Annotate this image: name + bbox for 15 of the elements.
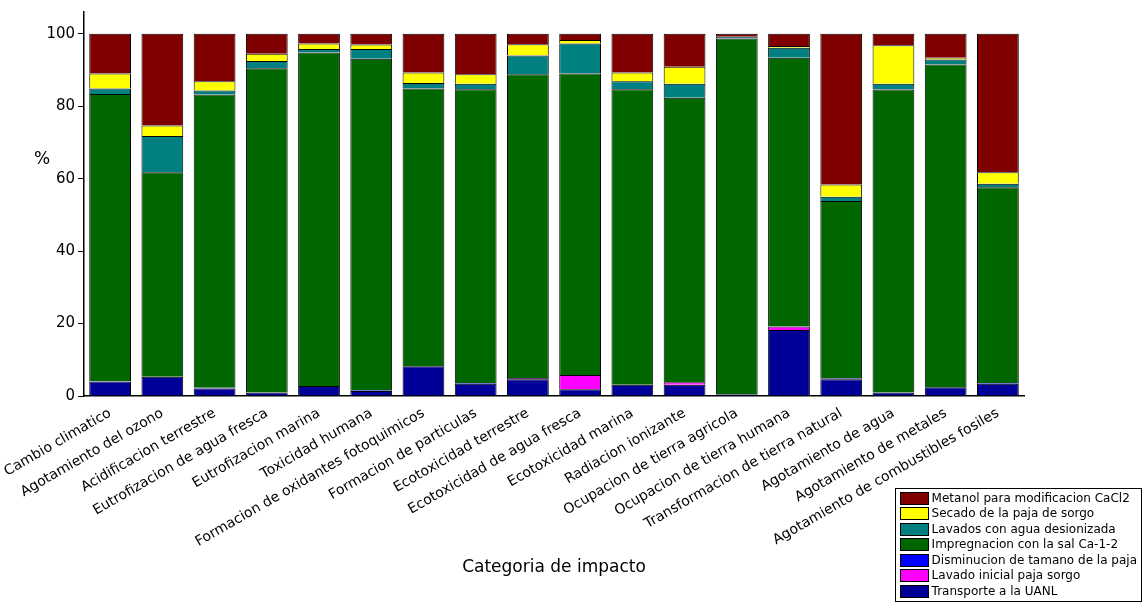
y-axis-title: % [34, 148, 51, 168]
legend-label: Disminucion de tamano de la paja [931, 552, 1137, 568]
legend-label: Lavado inicial paja sorgo [931, 568, 1081, 584]
legend-label: Metanol para modificacion CaCl2 [931, 490, 1130, 506]
legend-label: Transporte a la UANL [931, 583, 1058, 599]
y-tick-label: 20 [55, 313, 76, 332]
legend-label: Secado de la paja de sorgo [931, 506, 1095, 522]
y-tick-label: 60 [55, 168, 76, 187]
legend-label: Impregnacion con la sal Ca-1-2 [931, 537, 1119, 553]
y-tick-label: 40 [55, 241, 76, 259]
legend-label: Lavados con agua desionizada [931, 521, 1116, 537]
y-tick-label: 80 [55, 96, 76, 115]
y-tick-label: 0 [65, 385, 76, 404]
x-axis-title: Categoria de impacto [462, 556, 646, 577]
y-tick-label: 100 [46, 23, 76, 42]
